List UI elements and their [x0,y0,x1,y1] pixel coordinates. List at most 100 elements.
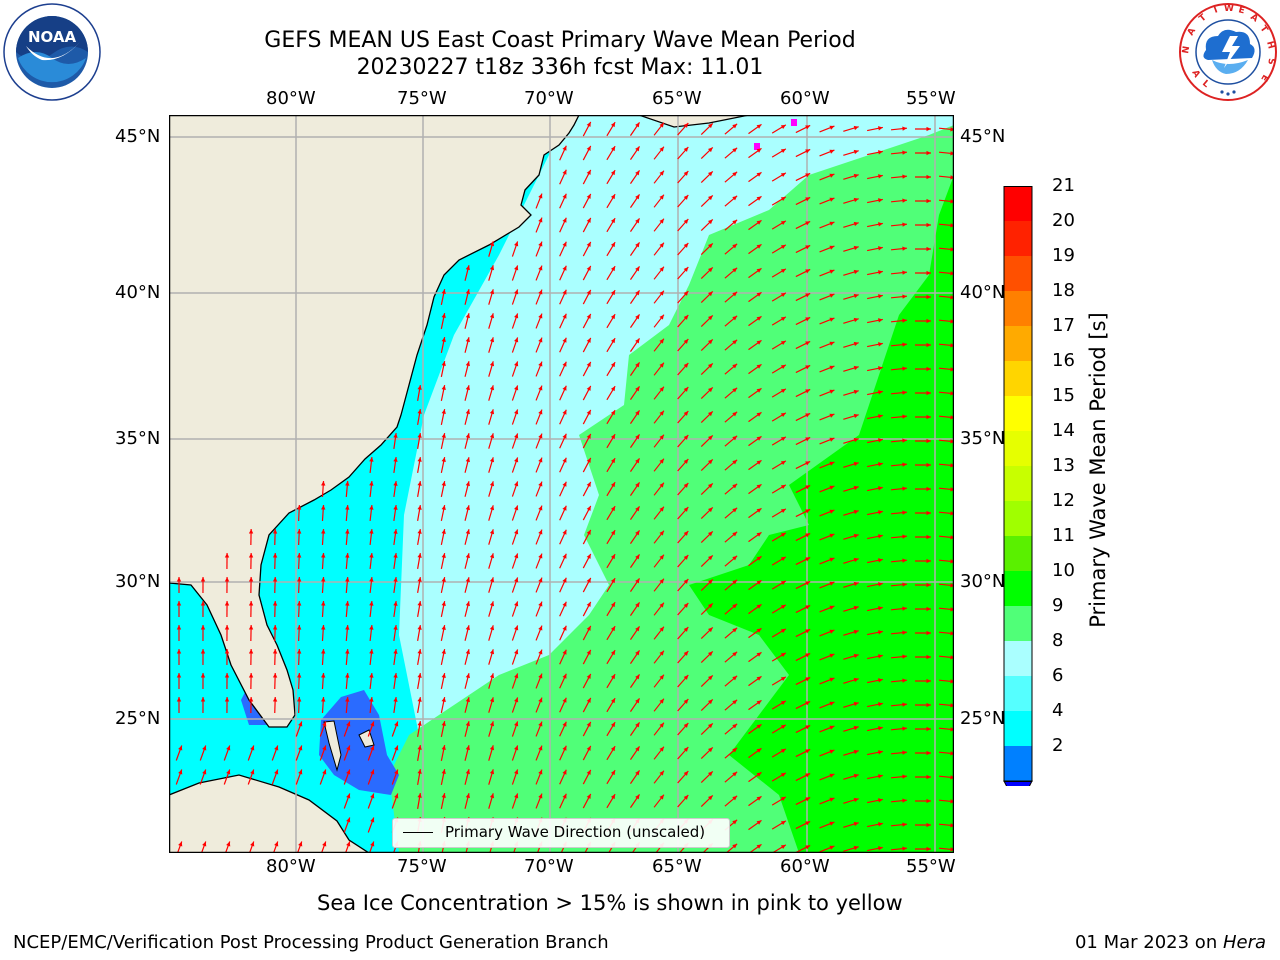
wave-arrow-head [707,387,713,393]
wave-arrow-head [659,362,664,368]
wave-arrow-head [683,771,689,776]
wave-arrow-head [878,462,883,467]
wave-arrow-head [514,505,519,511]
wave-arrow-head [321,553,326,558]
wave-arrow-head [610,218,616,224]
wave-arrow-head [902,846,907,851]
wave-arrow-head [538,385,543,391]
wave-arrow-head [756,316,762,321]
wave-arrow-head [586,217,591,223]
wave-arrow-head [345,673,350,678]
lon-label-bottom: 60°W [780,856,830,877]
wave-arrow-head [417,721,422,726]
wave-arrow-head [248,625,254,630]
wave-arrow-head [345,625,350,630]
wave-arrow-head [732,699,738,705]
wave-arrow-head [853,581,859,587]
wave-arrow-head [829,653,835,658]
wave-arrow-head [345,481,350,486]
wave-arrow-head [248,673,254,678]
wave-arrow-head [345,601,350,606]
wave-arrow-head [780,172,786,178]
wave-arrow-head [345,697,350,702]
wave-arrow-head [780,820,786,826]
wave-arrow-head [635,794,640,800]
wave-arrow-head [683,387,689,392]
wave-arrow-head [878,582,883,587]
wave-arrow-head [659,674,664,680]
wave-arrow-head [346,769,351,775]
wave-arrow-head [441,505,446,511]
wave-arrow-head [829,197,835,202]
wave-arrow-head [878,774,883,779]
wave-arrow-head [683,339,689,344]
wave-arrow-head [926,438,931,444]
wave-arrow-head [176,577,182,582]
wave-arrow-head [732,651,738,657]
wave-arrow-head [393,553,398,558]
wave-arrow-head [298,841,303,847]
wave-arrow-head [829,605,835,610]
wave-arrow-head [805,125,811,130]
wave-arrow-head [780,772,786,778]
wave-arrow-head [393,433,398,438]
map-panel [168,114,955,854]
wave-arrow-head [659,770,664,776]
wave-arrow-head [610,146,616,152]
wave-arrow-head [610,650,616,656]
wave-arrow-head [683,795,689,800]
wave-arrow-head [369,697,374,702]
wave-arrow-head [562,745,567,751]
wave-arrow-head [586,193,591,199]
wave-arrow-head [756,460,762,465]
lon-label-top: 60°W [780,88,830,109]
wave-arrow-head [272,601,278,606]
wave-arrow-head [538,457,543,463]
wave-arrow-head [514,625,519,631]
wave-arrow-head [805,485,811,490]
wave-arrow-head [780,148,786,154]
wave-arrow-head [394,769,399,775]
wave-arrow-head [732,795,738,801]
wave-arrow-head [298,769,303,775]
wave-arrow-head [683,243,689,248]
svg-text:A: A [1248,12,1259,24]
colorbar-segment [1004,501,1032,536]
wave-arrow-head [200,649,206,654]
wave-arrow-head [659,410,664,416]
wave-arrow-head [732,435,738,441]
wave-arrow-head [902,342,907,347]
wave-arrow-head [514,673,519,679]
wave-arrow-head [902,390,907,395]
wave-arrow-head [659,554,664,560]
wave-arrow-head [562,769,567,775]
colorbar-segment [1004,396,1032,431]
wave-arrow-head [562,433,567,439]
wave-arrow-head [707,291,713,297]
wave-arrow-head [465,649,470,655]
wave-arrow-head [829,173,835,178]
colorbar-tick-label: 10 [1052,560,1075,581]
lat-label-right: 40°N [960,282,1006,303]
wave-arrow-head [296,625,302,630]
wave-arrow-head [441,649,446,655]
wave-arrow-head [707,507,713,513]
colorbar-segment [1004,606,1032,641]
wave-arrow-head [829,221,835,226]
wave-arrow-head [489,769,495,775]
wave-arrow-head [586,745,591,751]
wave-arrow-head [514,337,519,343]
wave-arrow-head [610,722,616,728]
wave-arrow-head [562,505,567,511]
colorbar-segment [1004,361,1032,396]
wave-arrow-head [610,122,616,128]
wave-arrow-head [586,121,591,127]
wave-arrow-head [489,457,495,463]
wave-arrow-head [417,649,422,654]
wave-arrow-head [226,745,231,751]
wave-arrow-head [441,361,446,367]
wave-arrow-head [538,409,543,415]
colorbar-segment [1004,571,1032,606]
wave-arrow-head [393,649,398,654]
wave-arrow-head [322,841,327,847]
